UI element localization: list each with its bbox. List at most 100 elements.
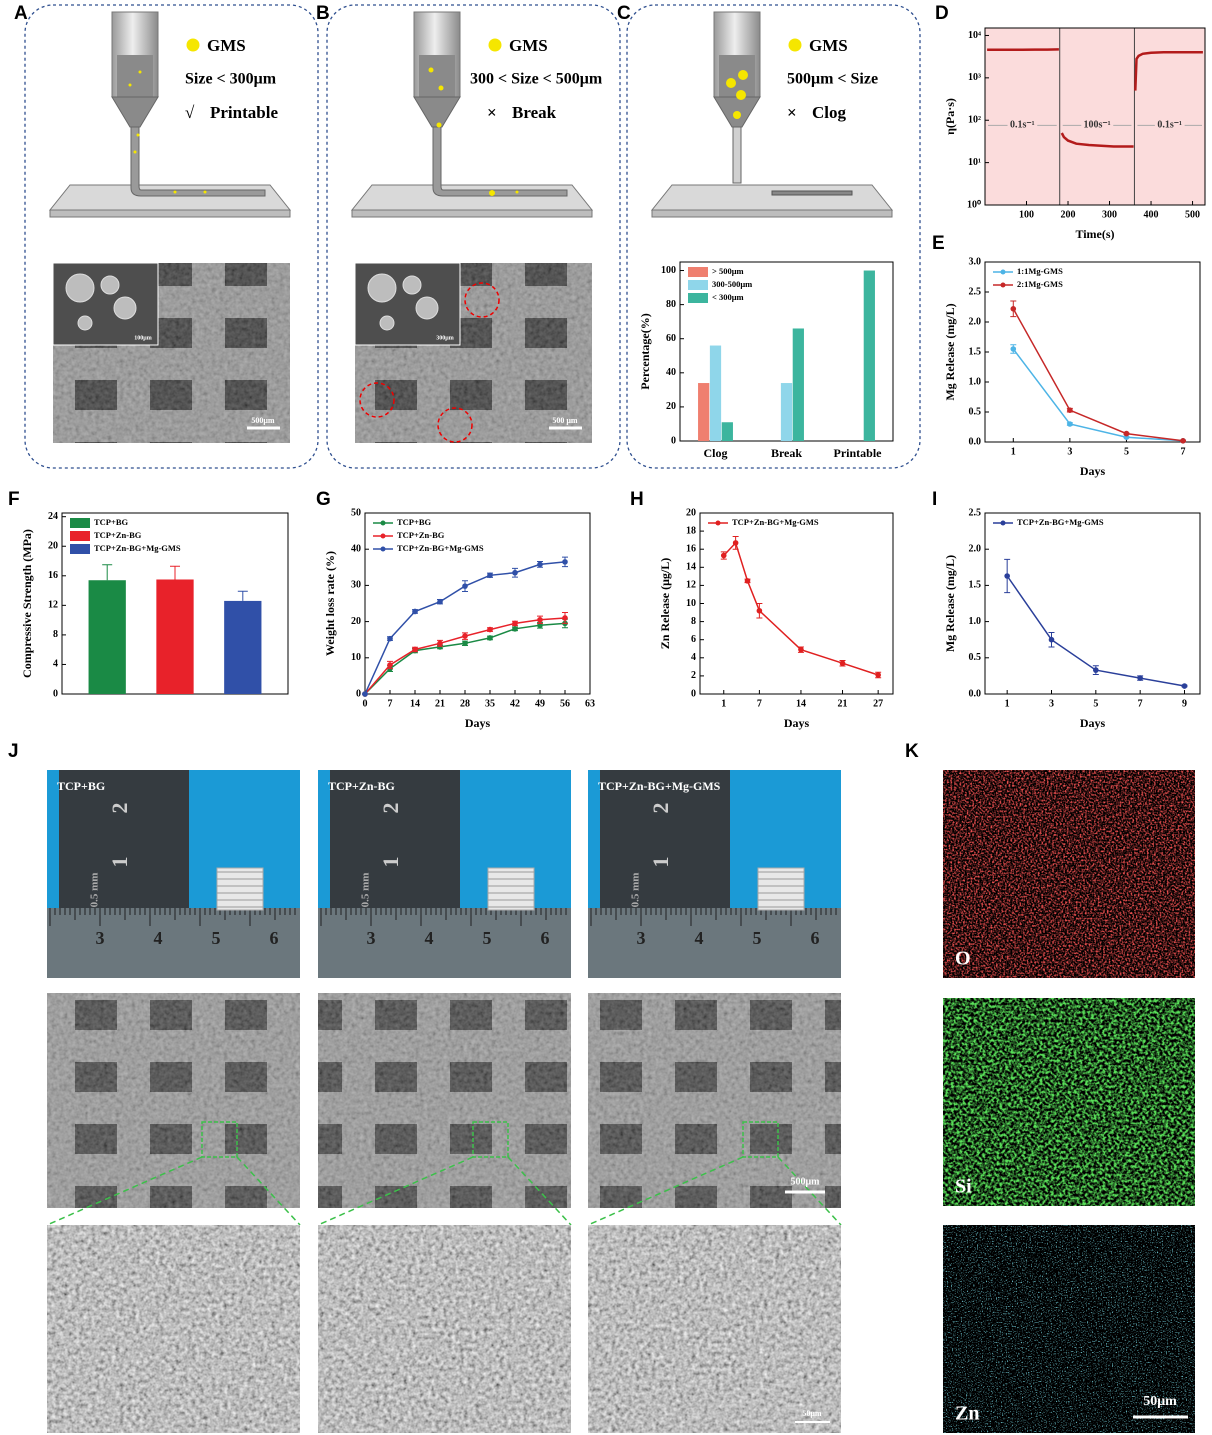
gms-particle <box>515 190 519 194</box>
y-tick-label: 14 <box>686 562 696 573</box>
x-tick-label: 400 <box>1144 209 1159 220</box>
x-tick-label: 5 <box>1124 446 1129 457</box>
scaffold-block <box>757 867 805 911</box>
y-tick-label: 2.5 <box>969 507 982 518</box>
size-range: Size < 300μm <box>185 71 277 88</box>
data-point <box>412 646 418 653</box>
gms-particle <box>428 67 434 73</box>
ruler-label: 3 <box>367 928 376 948</box>
series-line <box>723 541 879 676</box>
y-tick-label: 40 <box>666 367 676 378</box>
x-tick-label: 1 <box>721 698 726 709</box>
ruler-label: 6 <box>811 928 820 948</box>
data-point <box>487 626 493 633</box>
scaffold-block <box>487 867 535 911</box>
x-axis-label: Time(s) <box>1075 227 1114 241</box>
sem-highmag <box>318 1225 571 1433</box>
ruler-horizontal <box>588 908 841 978</box>
defect-circle <box>464 282 500 318</box>
bar <box>88 580 126 694</box>
legend-swatch <box>70 531 90 541</box>
zoom-box <box>742 1121 779 1158</box>
x-tick-label: Clog <box>704 446 728 460</box>
panel-letter: E <box>932 233 945 254</box>
gms-particle <box>136 133 140 137</box>
ruler-vertical <box>330 770 460 910</box>
data-point <box>462 633 468 639</box>
legend-label: TCP+BG <box>397 517 432 527</box>
x-tick-label: 14 <box>796 698 806 709</box>
defect-circle <box>437 407 473 443</box>
eds-map <box>943 1225 1195 1433</box>
gms-legend-dot <box>488 38 502 52</box>
step-label: 0.1s⁻¹ <box>1010 120 1035 131</box>
result-mark: × <box>487 103 497 122</box>
data-point <box>1004 573 1010 579</box>
scale-bar-label: 500 μm <box>552 416 578 425</box>
scale-bar-label: 50μm <box>1143 1394 1177 1409</box>
legend-swatch <box>70 518 90 528</box>
x-tick-label: 42 <box>510 698 520 709</box>
y-tick-label: 10² <box>968 115 981 126</box>
plot-frame <box>364 512 591 695</box>
gms-particle <box>173 190 177 194</box>
legend-label: < 300μm <box>712 292 744 302</box>
panel-letter: H <box>630 489 644 510</box>
legend-label: TCP+Zn-BG <box>397 530 445 540</box>
zoom-box <box>201 1121 238 1158</box>
data-point <box>562 615 568 621</box>
x-tick-label: 7 <box>1181 446 1186 457</box>
y-tick-label: 0 <box>691 688 696 699</box>
x-axis-label: Days <box>465 716 491 730</box>
ruler-label: 2 <box>648 803 673 814</box>
y-tick-label: 3.0 <box>969 256 982 267</box>
data-point <box>512 626 518 632</box>
ruler-label: 1 <box>378 857 403 868</box>
panel-letter: G <box>316 489 331 510</box>
legend-label: TCP+Zn-BG+Mg-GMS <box>732 517 819 527</box>
data-point <box>1010 306 1017 312</box>
ruler-label: 5 <box>483 928 492 948</box>
data-point <box>1180 438 1186 444</box>
y-axis-label: Weight loss rate (%) <box>323 551 337 656</box>
microsphere <box>367 273 397 303</box>
y-tick-label: 0 <box>356 688 361 699</box>
panel-letter: F <box>8 489 20 510</box>
data-point <box>412 608 418 615</box>
y-tick-label: 1.5 <box>969 346 982 357</box>
data-point <box>462 583 468 589</box>
ruler-label: 0.5 mm <box>630 873 642 908</box>
x-tick-label: 7 <box>1138 698 1143 709</box>
x-tick-label: 21 <box>838 698 848 709</box>
data-point <box>1093 667 1099 673</box>
legend-marker <box>1000 269 1006 275</box>
gms-particle <box>738 70 748 80</box>
x-tick-label: 100 <box>1019 209 1034 220</box>
x-tick-label: 14 <box>410 698 420 709</box>
zoom-line <box>587 1156 744 1226</box>
photo-label: TCP+Zn-BG+Mg-GMS <box>598 779 721 793</box>
y-tick-label: 20 <box>48 541 58 552</box>
ruler-label: 2 <box>378 803 403 814</box>
y-tick-label: 12 <box>48 600 58 611</box>
y-tick-label: 1.0 <box>969 616 982 627</box>
syringe-cone <box>413 96 461 128</box>
y-tick-label: 8 <box>691 616 696 627</box>
gms-particle <box>438 85 444 91</box>
x-tick-label: 63 <box>585 698 595 709</box>
y-tick-label: 100 <box>661 265 676 276</box>
result-mark: √ <box>185 103 195 122</box>
x-tick-label: 0 <box>363 698 368 709</box>
y-tick-label: 2.0 <box>969 543 982 554</box>
panel-letter: C <box>617 3 631 24</box>
legend-label: TCP+BG <box>94 517 129 527</box>
data-point <box>537 616 543 623</box>
plot-frame <box>984 261 1201 443</box>
gms-legend: GMS <box>207 36 246 55</box>
platform-top <box>650 184 894 211</box>
data-point <box>437 640 443 647</box>
data-point <box>1137 675 1143 681</box>
y-tick-label: 16 <box>48 570 58 581</box>
plot-background <box>985 28 1205 205</box>
photo-label: TCP+BG <box>57 779 105 793</box>
